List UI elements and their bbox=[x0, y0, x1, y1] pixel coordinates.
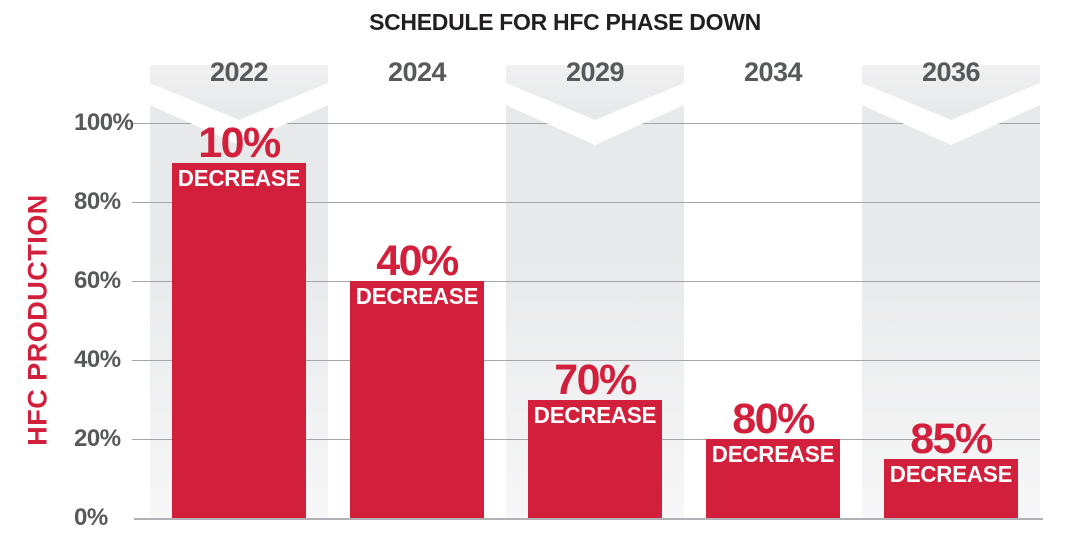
gridline-80 bbox=[132, 202, 1040, 203]
y-tick-80: 80% bbox=[74, 188, 121, 215]
y-tick-40: 40% bbox=[74, 346, 121, 373]
gridline-60 bbox=[132, 281, 1040, 282]
decrease-word-label: DECREASE bbox=[177, 165, 301, 191]
decrease-word-label: DECREASE bbox=[711, 441, 835, 467]
column-2029: 2029 70% DECREASE bbox=[506, 0, 684, 533]
y-axis-label: HFC PRODUCTION bbox=[22, 194, 53, 446]
gridline-40 bbox=[132, 360, 1040, 361]
bar-2036 bbox=[884, 459, 1018, 518]
chevron-down-icon bbox=[506, 83, 684, 145]
decrease-word-label: DECREASE bbox=[533, 402, 657, 428]
bar-2034 bbox=[706, 439, 840, 518]
y-tick-100: 100% bbox=[74, 109, 134, 136]
y-tick-0: 0% bbox=[74, 504, 108, 531]
bar-2029 bbox=[528, 400, 662, 518]
column-2034: 2034 80% DECREASE bbox=[684, 0, 862, 533]
year-label: 2022 bbox=[209, 57, 269, 87]
y-tick-20: 20% bbox=[74, 425, 121, 452]
decrease-percent-label: 85% bbox=[910, 415, 993, 463]
chevron-down-icon bbox=[862, 83, 1040, 145]
year-label: 2029 bbox=[565, 57, 625, 87]
year-label: 2034 bbox=[743, 57, 803, 87]
bar-2022 bbox=[172, 163, 306, 518]
chevron-down-icon bbox=[150, 83, 328, 145]
decrease-percent-label: 10% bbox=[198, 119, 281, 167]
column-2022: 2022 10% DECREASE bbox=[150, 0, 328, 533]
decrease-percent-label: 40% bbox=[376, 237, 459, 285]
y-tick-60: 60% bbox=[74, 267, 121, 294]
chart-title: SCHEDULE FOR HFC PHASE DOWN bbox=[369, 9, 761, 35]
x-axis-baseline bbox=[134, 518, 1043, 520]
bar-2024 bbox=[350, 281, 484, 518]
column-2024: 2024 40% DECREASE bbox=[328, 0, 506, 533]
year-label: 2036 bbox=[921, 57, 981, 87]
decrease-percent-label: 80% bbox=[732, 395, 815, 443]
decrease-word-label: DECREASE bbox=[889, 461, 1013, 487]
decrease-word-label: DECREASE bbox=[355, 283, 479, 309]
decrease-percent-label: 70% bbox=[554, 356, 637, 404]
column-2036: 2036 85% DECREASE bbox=[862, 0, 1040, 533]
year-label: 2024 bbox=[387, 57, 447, 87]
